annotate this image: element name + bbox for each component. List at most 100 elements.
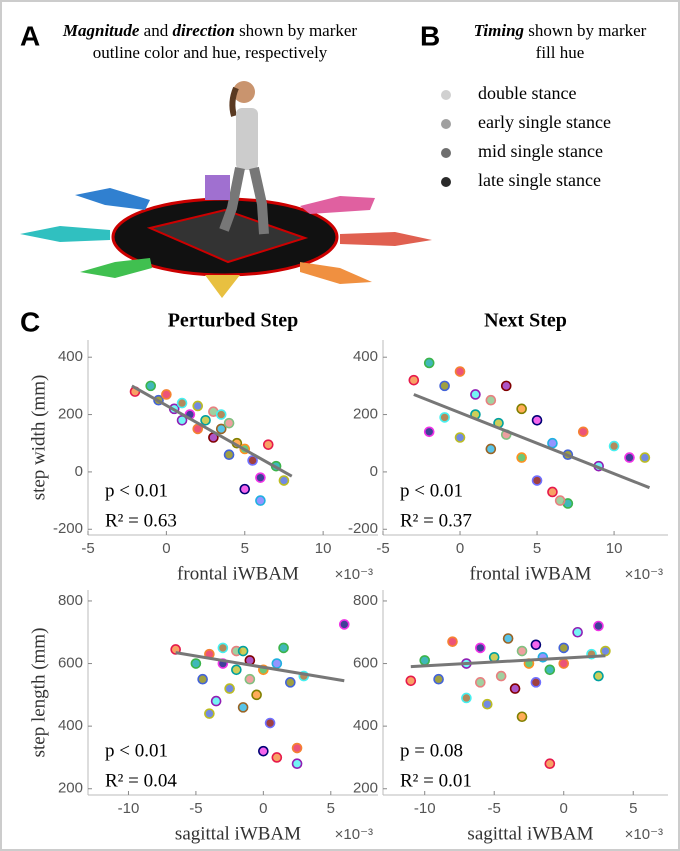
panel-letter: C — [20, 306, 40, 337]
legend-label: double stance — [478, 83, 576, 103]
annotation: p < 0.01 — [105, 480, 168, 501]
x-tick-label: -10 — [414, 800, 436, 817]
legend-label: mid single stance — [478, 141, 603, 161]
scatter-point — [461, 692, 472, 704]
head — [233, 81, 255, 103]
axis-exponent: ×10⁻³ — [335, 826, 373, 843]
scatter-point — [502, 633, 514, 644]
x-tick-label: 0 — [560, 800, 568, 817]
scatter-point — [255, 472, 266, 483]
x-tick-label: 10 — [606, 540, 623, 557]
scatter-point — [495, 670, 507, 682]
scatter-point — [278, 475, 290, 486]
scatter-point — [433, 673, 444, 685]
x-axis-label: sagittal iWBAM — [175, 823, 301, 844]
y-tick-label: 0 — [370, 463, 378, 480]
scatter-point — [192, 400, 204, 412]
scatter-point — [291, 758, 303, 770]
x-tick-label: 5 — [241, 540, 249, 557]
scatter-point — [291, 742, 303, 754]
fit-line — [410, 654, 606, 669]
y-tick-label: 800 — [353, 592, 378, 609]
scatter-point — [223, 417, 235, 429]
caption-part: direction — [172, 21, 234, 40]
chart-title: Perturbed Step — [168, 310, 299, 332]
scatter-point — [531, 414, 543, 426]
arrow — [205, 175, 230, 200]
arrow — [340, 232, 432, 246]
x-tick-label: -5 — [81, 540, 94, 557]
annotation: p < 0.01 — [105, 740, 168, 761]
scatter-point — [247, 455, 258, 466]
x-tick-label: 0 — [456, 540, 464, 557]
y-tick-label: -200 — [53, 520, 83, 537]
scatter-point — [531, 475, 543, 486]
scatter-point — [516, 645, 528, 657]
fit-line — [131, 384, 293, 478]
y-tick-label: 0 — [75, 463, 83, 480]
caption-b: Timing shown by marker — [474, 21, 647, 40]
scatter-point — [516, 452, 527, 463]
caption-part: Timing — [474, 21, 525, 40]
scatter-point — [475, 677, 486, 688]
y-tick-label: 200 — [353, 780, 378, 797]
scatter-point — [223, 449, 235, 461]
y-tick-label: 400 — [353, 717, 378, 734]
scatter-point — [239, 483, 251, 495]
scatter-point — [572, 626, 583, 638]
y-tick-label: 400 — [58, 348, 83, 365]
scatter-point — [217, 642, 229, 654]
x-tick-label: -5 — [376, 540, 389, 557]
scatter-point — [447, 636, 458, 647]
y-tick-label: 200 — [58, 406, 83, 423]
caption-b-line2: fill hue — [536, 43, 585, 62]
legend-marker — [441, 177, 451, 187]
scatter-point — [639, 452, 651, 463]
scatter-point — [285, 677, 296, 688]
illustration — [20, 81, 432, 298]
scatter-point — [554, 495, 566, 506]
scatter-point — [558, 642, 570, 654]
scatter-point — [197, 673, 208, 685]
scatter-point — [547, 486, 558, 498]
scatter-point — [593, 620, 604, 632]
scatter-point — [176, 397, 188, 409]
scatter-point — [258, 745, 269, 757]
y-tick-label: 800 — [58, 592, 83, 609]
scatter-point — [251, 689, 262, 701]
y-axis-label: step length (mm) — [28, 628, 49, 758]
scatter-point — [145, 380, 157, 392]
chart-title: Next Step — [484, 310, 567, 332]
x-tick-label: 5 — [533, 540, 541, 557]
y-tick-label: 400 — [58, 717, 83, 734]
scatter-point — [544, 664, 556, 676]
y-tick-label: 200 — [353, 406, 378, 423]
x-tick-label: 0 — [259, 800, 267, 817]
scatter-point — [210, 695, 222, 707]
y-axis-label: step width (mm) — [28, 375, 49, 501]
scatter-point — [481, 698, 493, 710]
scatter-point — [593, 670, 604, 682]
scatter-point — [271, 658, 283, 669]
scatter-point — [237, 702, 249, 713]
legend-marker — [441, 119, 451, 129]
scatter-point — [500, 380, 512, 392]
scatter-point — [224, 683, 235, 694]
caption-a-line2: outline color and hue, respectively — [93, 43, 328, 62]
legend-label: early single stance — [478, 112, 611, 132]
arrow — [300, 196, 375, 214]
scatter-point — [454, 366, 466, 377]
scatter-point — [439, 380, 450, 392]
fit-line — [175, 651, 345, 683]
legend-label: late single stance — [478, 170, 601, 190]
scatter-point — [547, 437, 558, 449]
scatter-point — [516, 711, 528, 723]
hair — [229, 86, 239, 117]
arrow — [205, 275, 240, 298]
scatter-point — [558, 658, 570, 669]
scatter-point — [200, 414, 211, 426]
axis-exponent: ×10⁻³ — [625, 826, 663, 843]
scatter-point — [624, 452, 635, 463]
arrow — [80, 258, 152, 278]
x-tick-label: 10 — [315, 540, 332, 557]
